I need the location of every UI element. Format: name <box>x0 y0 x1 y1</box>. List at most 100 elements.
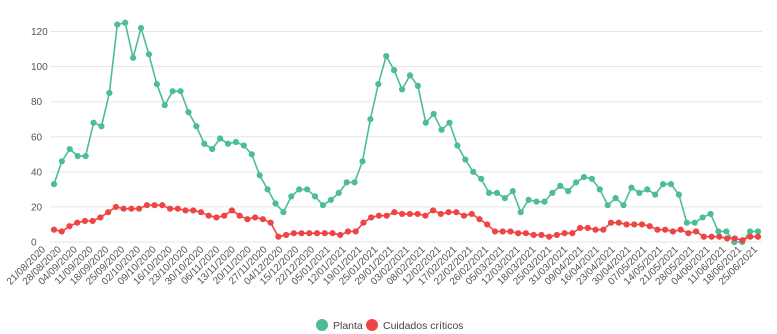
data-point[interactable] <box>205 212 212 219</box>
data-point[interactable] <box>422 212 429 219</box>
data-point[interactable] <box>89 217 96 225</box>
data-point[interactable] <box>329 230 336 237</box>
data-point[interactable] <box>137 24 145 32</box>
data-point[interactable] <box>669 228 677 235</box>
data-point[interactable] <box>217 135 224 142</box>
data-point[interactable] <box>221 212 228 219</box>
data-point[interactable] <box>708 233 715 240</box>
data-point[interactable] <box>615 219 622 226</box>
data-point[interactable] <box>296 186 303 193</box>
data-point[interactable] <box>628 184 635 191</box>
data-point[interactable] <box>177 88 184 95</box>
data-point[interactable] <box>699 214 706 221</box>
data-point[interactable] <box>159 202 166 209</box>
data-point[interactable] <box>414 82 421 90</box>
data-point[interactable] <box>693 228 700 235</box>
data-point[interactable] <box>368 214 375 221</box>
data-point[interactable] <box>66 145 73 153</box>
data-point[interactable] <box>169 88 176 95</box>
data-point[interactable] <box>280 209 287 216</box>
data-point[interactable] <box>81 217 89 225</box>
data-point[interactable] <box>588 175 595 182</box>
data-point[interactable] <box>367 116 374 123</box>
data-point[interactable] <box>311 193 319 200</box>
data-point[interactable] <box>470 168 477 175</box>
data-point[interactable] <box>130 54 137 61</box>
data-point[interactable] <box>161 102 168 109</box>
data-point[interactable] <box>707 210 714 218</box>
data-point[interactable] <box>143 202 150 209</box>
data-point[interactable] <box>754 228 762 235</box>
data-point[interactable] <box>213 214 220 221</box>
data-point[interactable] <box>530 231 537 239</box>
data-point[interactable] <box>557 182 564 189</box>
data-point[interactable] <box>58 228 65 235</box>
legend-item-planta[interactable]: Planta <box>316 319 363 332</box>
data-point[interactable] <box>662 226 669 233</box>
data-point[interactable] <box>82 152 89 160</box>
data-point[interactable] <box>306 230 313 237</box>
data-point[interactable] <box>460 212 468 219</box>
data-point[interactable] <box>264 186 271 193</box>
data-point[interactable] <box>646 223 653 230</box>
data-point[interactable] <box>600 226 607 233</box>
data-point[interactable] <box>398 86 406 93</box>
data-point[interactable] <box>209 145 216 153</box>
data-point[interactable] <box>430 110 437 118</box>
data-point[interactable] <box>197 209 205 216</box>
data-point[interactable] <box>493 189 501 196</box>
data-point[interactable] <box>359 158 366 165</box>
data-point[interactable] <box>58 158 66 165</box>
data-point[interactable] <box>360 219 367 226</box>
data-point[interactable] <box>344 228 352 235</box>
data-point[interactable] <box>201 140 208 147</box>
data-point[interactable] <box>731 235 738 242</box>
data-point[interactable] <box>604 202 611 209</box>
data-point[interactable] <box>501 195 508 202</box>
data-point[interactable] <box>112 203 119 211</box>
data-point[interactable] <box>122 19 129 26</box>
data-point[interactable] <box>232 138 240 146</box>
data-point[interactable] <box>228 207 236 214</box>
data-point[interactable] <box>267 219 274 226</box>
data-point[interactable] <box>485 189 493 196</box>
data-point[interactable] <box>66 223 73 230</box>
data-point[interactable] <box>74 152 81 160</box>
data-point[interactable] <box>335 189 342 196</box>
data-point[interactable] <box>406 72 414 79</box>
data-point[interactable] <box>185 109 192 116</box>
data-point[interactable] <box>507 228 514 235</box>
data-point[interactable] <box>716 233 723 240</box>
data-point[interactable] <box>343 179 350 186</box>
data-point[interactable] <box>569 230 576 237</box>
data-point[interactable] <box>272 200 279 207</box>
data-point[interactable] <box>256 172 263 179</box>
data-point[interactable] <box>236 212 243 219</box>
data-point[interactable] <box>50 181 58 188</box>
data-point[interactable] <box>644 186 651 193</box>
data-point[interactable] <box>114 21 121 28</box>
data-point[interactable] <box>429 207 437 214</box>
data-point[interactable] <box>623 221 630 228</box>
data-point[interactable] <box>399 210 406 218</box>
data-point[interactable] <box>636 189 643 196</box>
data-point[interactable] <box>105 209 112 216</box>
legend[interactable]: Planta Cuidados críticos <box>316 319 464 332</box>
data-point[interactable] <box>414 210 421 218</box>
data-point[interactable] <box>327 196 334 204</box>
data-point[interactable] <box>422 119 429 126</box>
data-point[interactable] <box>145 51 153 58</box>
data-point[interactable] <box>723 235 731 242</box>
data-point[interactable] <box>746 228 754 235</box>
data-point[interactable] <box>313 230 321 237</box>
data-point[interactable] <box>691 219 698 226</box>
data-point[interactable] <box>74 219 81 226</box>
data-point[interactable] <box>659 181 667 188</box>
data-point[interactable] <box>244 216 251 223</box>
data-point[interactable] <box>515 230 522 237</box>
data-point[interactable] <box>631 221 638 228</box>
data-point[interactable] <box>499 228 506 235</box>
data-point[interactable] <box>174 205 181 212</box>
data-point[interactable] <box>538 231 545 239</box>
data-point[interactable] <box>491 228 499 235</box>
